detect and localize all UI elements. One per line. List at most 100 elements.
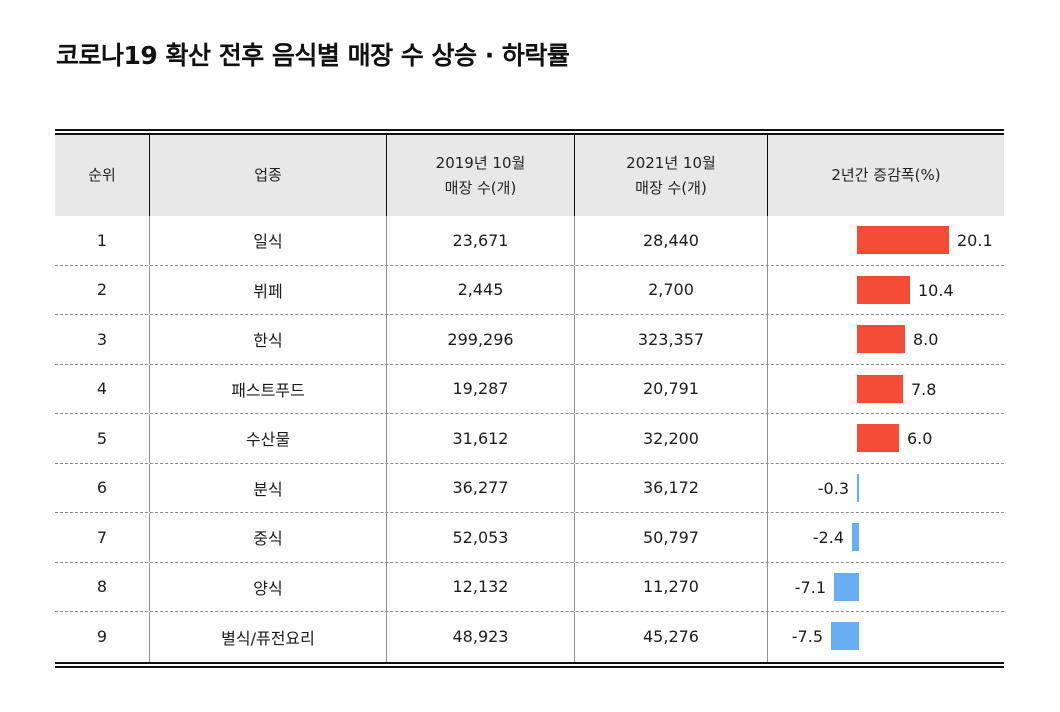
change-cell: 20.1 [768,216,1004,265]
header-category: 업종 [150,135,387,216]
count-2021-cell-text: 32,200 [643,428,699,448]
rank-cell-text: 8 [96,577,108,597]
header-change-label: 2년간 증감폭(%) [831,166,941,184]
change-value: -7.1 [794,577,826,597]
category-cell-text: 양식 [253,578,283,598]
change-cell: -7.5 [768,612,1004,662]
change-value: -2.4 [812,528,844,547]
count-2021-cell-text: 20,791 [643,379,699,399]
decrease-bar [852,523,859,551]
header-2019-line2: 매장 수(개) [444,178,517,197]
category-cell: 수산물 [150,414,387,463]
change-value: 6.0 [907,429,933,448]
count-2019-cell-text: 48,923 [452,627,509,647]
rank-cell: 7 [55,513,150,562]
table-top-rule [55,129,1004,131]
count-2019-cell-text: 12,132 [452,577,509,597]
category-cell-text: 분식 [253,479,283,499]
change-value: 10.4 [918,280,954,300]
count-2021-cell: 2,700 [575,265,768,314]
rank-cell-text: 5 [96,428,108,448]
category-cell: 별식/퓨전요리 [150,612,387,662]
count-2019-cell: 299,296 [387,315,575,364]
count-2021-cell: 50,797 [575,513,768,562]
count-2019-cell: 36,277 [387,463,575,512]
increase-bar [857,374,903,403]
change-value: 7.8 [911,379,937,399]
header-2021: 2021년 10월 매장 수(개) [575,135,768,216]
decrease-bar [857,473,859,502]
header-rank-label: 순위 [88,166,116,184]
change-cell: -0.3 [768,464,1004,513]
change-cell: -7.1 [768,563,1004,612]
table-header: 순위 업종 2019년 10월 매장 수(개) 2021년 10월 매장 수(개… [55,135,1004,216]
rank-cell-text: 9 [96,627,108,647]
count-2019-cell: 12,132 [387,562,575,611]
count-2019-cell-text: 2,445 [457,280,504,300]
rank-cell: 8 [55,562,150,611]
rank-cell: 5 [55,414,150,463]
increase-bar [857,275,910,304]
table-bottom-rule [55,661,1004,664]
table-top-rule-inner [55,133,1004,135]
count-2019-cell-text: 19,287 [452,379,509,399]
count-2019-cell-text: 299,296 [447,329,514,349]
category-cell-text: 일식 [253,232,283,252]
rank-cell-text: 7 [96,527,108,547]
rank-cell-text: 2 [96,280,108,300]
category-cell-text: 별식/퓨전요리 [221,628,315,648]
table-row: 3 한식 299,296 323,357 8.0 [55,315,1004,365]
rank-cell: 9 [55,612,150,662]
count-2019-cell: 2,445 [387,265,575,314]
rank-cell-text: 4 [96,379,108,399]
count-2019-cell: 23,671 [387,216,575,265]
change-cell: 10.4 [768,266,1004,315]
change-value: 20.1 [957,231,993,250]
table-row: 7 중식 52,053 50,797 -2.4 [55,513,1004,563]
category-cell-text: 중식 [253,529,283,549]
count-2019-cell: 31,612 [387,414,575,463]
data-table: 순위 업종 2019년 10월 매장 수(개) 2021년 10월 매장 수(개… [55,129,1004,668]
count-2021-cell: 45,276 [575,612,768,662]
count-2021-cell-text: 36,172 [643,478,699,498]
category-cell: 중식 [150,513,387,562]
header-2019: 2019년 10월 매장 수(개) [387,135,575,216]
page-title: 코로나19 확산 전후 음식별 매장 수 상승 · 하락률 [56,41,570,70]
change-value: -0.3 [817,478,849,498]
header-change: 2년간 증감폭(%) [768,135,1004,216]
count-2019-cell: 48,923 [387,612,575,662]
count-2021-cell-text: 323,357 [637,329,705,349]
count-2021-cell: 323,357 [575,315,768,364]
rank-cell: 2 [55,265,150,314]
rank-cell-text: 6 [96,478,108,498]
category-cell: 한식 [150,315,387,364]
change-cell: -2.4 [768,513,1004,562]
count-2019-cell-text: 23,671 [452,230,509,250]
decrease-bar [834,572,859,601]
category-cell-text: 수산물 [245,430,291,450]
table-row: 2 뷔페 2,445 2,700 10.4 [55,265,1004,315]
table-row: 6 분식 36,277 36,172 -0.3 [55,463,1004,513]
count-2021-cell: 11,270 [575,562,768,611]
increase-bar [857,424,899,452]
count-2019-cell: 52,053 [387,513,575,562]
table-row: 4 패스트푸드 19,287 20,791 7.8 [55,364,1004,414]
table-row: 5 수산물 31,612 32,200 6.0 [55,414,1004,464]
change-cell: 6.0 [768,414,1004,463]
change-cell: 7.8 [768,365,1004,414]
rank-cell-text: 1 [96,230,108,250]
count-2021-cell-text: 50,797 [643,527,699,547]
decrease-bar [831,622,859,650]
header-category-label: 업종 [254,166,282,184]
table-body: 1 일식 23,671 28,440 20.1 2 뷔페 2,445 2,700 10.4 3 한식 2… [55,216,1004,662]
increase-bar [857,226,949,254]
count-2021-cell: 28,440 [575,216,768,265]
count-2019-cell-text: 36,277 [452,478,509,498]
category-cell: 일식 [150,216,387,265]
category-cell-text: 한식 [253,331,283,351]
change-value: 8.0 [913,330,939,349]
table-bottom-rule-outer [55,665,1004,668]
count-2019-cell-text: 52,053 [452,527,509,547]
header-rank: 순위 [55,135,150,216]
table-row: 1 일식 23,671 28,440 20.1 [55,216,1004,266]
